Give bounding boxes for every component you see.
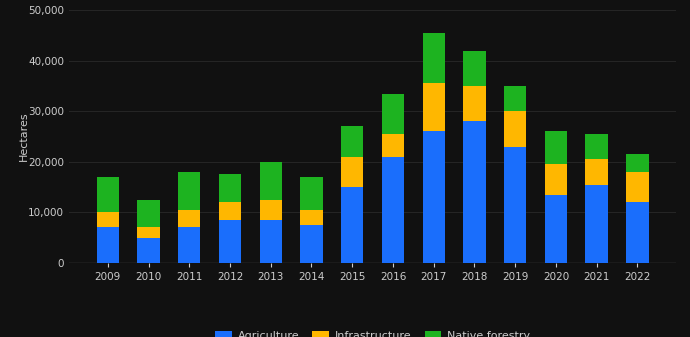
Bar bbox=[382, 93, 404, 134]
Bar bbox=[97, 227, 119, 263]
Bar bbox=[544, 131, 567, 164]
Bar bbox=[422, 83, 445, 131]
Bar bbox=[137, 200, 160, 227]
Bar bbox=[300, 225, 323, 263]
Bar bbox=[463, 51, 486, 86]
Bar bbox=[504, 147, 526, 263]
Bar bbox=[300, 177, 323, 210]
Bar bbox=[422, 33, 445, 83]
Bar bbox=[97, 177, 119, 212]
Bar bbox=[504, 86, 526, 111]
Bar bbox=[544, 164, 567, 195]
Bar bbox=[382, 157, 404, 263]
Bar bbox=[219, 202, 241, 220]
Bar bbox=[341, 126, 364, 157]
Bar bbox=[585, 159, 608, 185]
Bar bbox=[219, 220, 241, 263]
Bar bbox=[178, 172, 201, 210]
Bar bbox=[382, 134, 404, 157]
Y-axis label: Hectares: Hectares bbox=[19, 112, 29, 161]
Bar bbox=[504, 111, 526, 147]
Bar bbox=[585, 185, 608, 263]
Bar bbox=[544, 195, 567, 263]
Bar bbox=[422, 131, 445, 263]
Bar bbox=[259, 220, 282, 263]
Bar bbox=[341, 157, 364, 187]
Bar bbox=[463, 86, 486, 121]
Bar bbox=[463, 121, 486, 263]
Bar bbox=[137, 238, 160, 263]
Bar bbox=[97, 212, 119, 227]
Bar bbox=[259, 200, 282, 220]
Bar bbox=[219, 175, 241, 202]
Bar bbox=[585, 134, 608, 159]
Bar bbox=[627, 202, 649, 263]
Bar bbox=[259, 162, 282, 200]
Bar bbox=[627, 172, 649, 202]
Bar bbox=[178, 210, 201, 227]
Bar bbox=[627, 154, 649, 172]
Bar bbox=[300, 210, 323, 225]
Bar bbox=[137, 227, 160, 238]
Legend: Agriculture, Infrastructure, Native forestry: Agriculture, Infrastructure, Native fore… bbox=[211, 327, 534, 337]
Bar bbox=[178, 227, 201, 263]
Bar bbox=[341, 187, 364, 263]
